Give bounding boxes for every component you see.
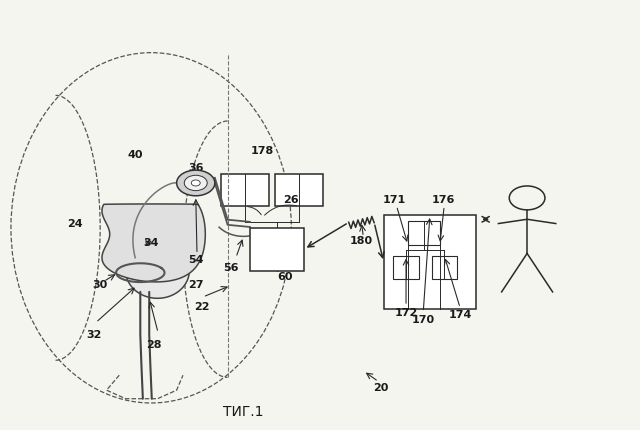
Text: 24: 24 <box>67 218 83 228</box>
Text: 27: 27 <box>188 280 204 291</box>
Text: 176: 176 <box>431 195 454 205</box>
Polygon shape <box>125 243 189 298</box>
Circle shape <box>177 170 215 196</box>
Text: 40: 40 <box>127 150 143 160</box>
Text: 36: 36 <box>188 163 204 173</box>
Text: 20: 20 <box>373 383 388 393</box>
Text: 28: 28 <box>147 340 162 350</box>
Text: 54: 54 <box>188 255 204 265</box>
Bar <box>250 228 304 270</box>
Bar <box>275 175 323 206</box>
Text: ΤИГ.1: ΤИГ.1 <box>223 405 264 418</box>
Text: 178: 178 <box>251 146 275 156</box>
Bar <box>221 175 269 206</box>
Text: 56: 56 <box>223 264 239 273</box>
Text: 60: 60 <box>277 272 292 282</box>
Text: 174: 174 <box>449 310 472 320</box>
Circle shape <box>184 175 207 190</box>
Circle shape <box>191 180 200 186</box>
Text: 32: 32 <box>86 330 102 340</box>
Bar <box>394 255 419 279</box>
Bar <box>431 255 457 279</box>
Text: 34: 34 <box>143 238 159 248</box>
Text: 170: 170 <box>412 315 435 325</box>
Text: 26: 26 <box>284 195 299 205</box>
Polygon shape <box>102 204 205 282</box>
Text: 180: 180 <box>350 236 373 246</box>
Text: 171: 171 <box>383 195 406 205</box>
Bar <box>408 221 440 245</box>
Text: 30: 30 <box>93 280 108 291</box>
Bar <box>384 215 476 309</box>
Text: 22: 22 <box>195 302 210 312</box>
Text: 172: 172 <box>394 308 418 318</box>
